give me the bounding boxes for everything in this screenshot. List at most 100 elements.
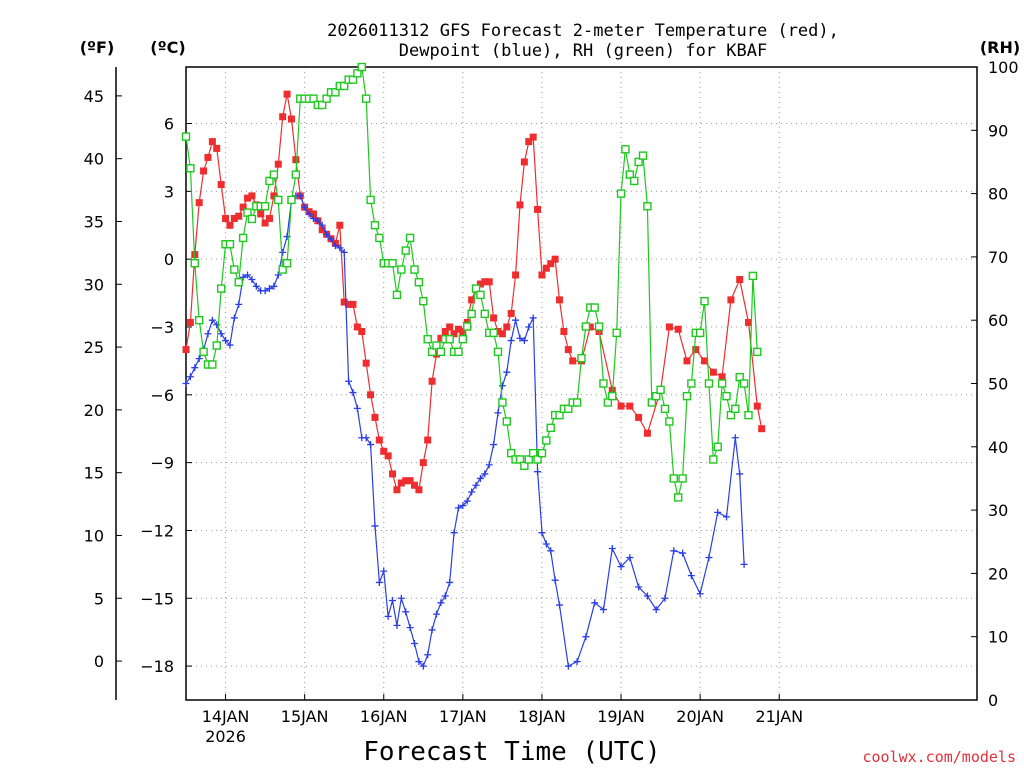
temperature-point <box>569 357 577 365</box>
rh-tick-label: 70 <box>988 248 1008 267</box>
rh-point <box>247 214 257 224</box>
rh-point <box>401 246 410 255</box>
rh-point <box>660 404 670 414</box>
temperature-point <box>459 328 467 336</box>
rh-point <box>357 62 366 72</box>
rh-point <box>388 259 397 268</box>
temperature-point <box>547 260 555 268</box>
dewpoint-point <box>538 529 546 537</box>
temperature-point <box>380 447 388 455</box>
dewpoint-point <box>547 547 555 555</box>
dewpoint-point <box>542 540 550 548</box>
rh-point <box>722 391 731 401</box>
dewpoint-point <box>503 368 511 376</box>
temperature-point <box>503 323 511 331</box>
temperature-point <box>309 210 317 218</box>
rh-unit-label: (RH) <box>980 38 1020 57</box>
fahrenheit-tick-label: 20 <box>84 401 104 420</box>
dewpoint-point <box>446 578 454 586</box>
dewpoint-point <box>441 592 449 600</box>
rh-point <box>445 334 454 344</box>
rh-point <box>704 379 714 388</box>
rh-point <box>208 360 217 369</box>
grid-lines <box>186 67 977 700</box>
time-tick-label: 18JAN <box>518 707 566 726</box>
rh-point <box>555 410 564 420</box>
rh-point <box>498 398 507 407</box>
temperature-point <box>195 199 203 207</box>
dewpoint-point <box>182 380 190 387</box>
rh-point <box>700 297 709 306</box>
rh-point <box>528 448 538 458</box>
temperature-point <box>265 214 273 222</box>
dewpoint-point <box>367 441 375 449</box>
dewpoint-point <box>731 434 739 442</box>
dewpoint-point <box>393 621 401 629</box>
temperature-point <box>432 350 440 358</box>
temperature-point <box>683 357 691 365</box>
rh-point <box>234 278 243 287</box>
temperature-point <box>257 210 265 218</box>
rh-point <box>322 94 331 103</box>
dewpoint-point <box>323 230 331 238</box>
dewpoint-point <box>301 203 309 211</box>
rh-point <box>564 404 573 414</box>
dewpoint-point <box>481 470 489 478</box>
rh-point <box>230 265 239 274</box>
temperature-point <box>375 436 383 444</box>
dewpoint-point <box>490 441 498 449</box>
dewpoint-point <box>498 382 506 390</box>
temperature-point <box>692 346 700 354</box>
temperature-point <box>560 328 568 336</box>
temperature-point <box>542 264 550 272</box>
dewpoint-point <box>485 461 493 469</box>
rh-point <box>647 398 657 407</box>
rh-point <box>537 448 547 458</box>
rh-point <box>682 391 692 401</box>
dewpoint-point <box>714 508 722 516</box>
dewpoint-point <box>687 572 695 580</box>
temperature-point <box>362 359 370 367</box>
temperature-point <box>336 221 344 229</box>
temperature-point <box>617 402 625 410</box>
rh-point <box>397 265 406 274</box>
rh-point <box>375 233 384 243</box>
dewpoint-point <box>244 271 252 279</box>
rh-point <box>243 208 252 217</box>
rh-point <box>502 417 511 426</box>
rh-point <box>274 195 283 205</box>
rh-point <box>673 493 683 502</box>
dewpoint-point <box>617 563 625 571</box>
fahrenheit-tick-label: 35 <box>84 212 104 231</box>
celsius-tick-label: 3 <box>164 182 174 201</box>
temperature-point <box>490 314 498 322</box>
rh-point <box>318 100 327 110</box>
credit-text: coolwx.com/models <box>862 748 1016 766</box>
dewpoint-point <box>476 474 484 482</box>
rh-point <box>471 284 481 293</box>
celsius-tick-label: −12 <box>140 521 174 540</box>
fahrenheit-tick-label: 45 <box>84 87 104 106</box>
temperature-point <box>230 214 238 222</box>
celsius-tick-label: −18 <box>140 657 174 676</box>
rh-point <box>542 436 551 445</box>
dewpoint-point <box>507 337 515 345</box>
celsius-tick-label: −6 <box>150 386 174 405</box>
dewpoint-point <box>208 316 216 324</box>
rh-point <box>454 347 463 357</box>
temperature-point <box>318 226 326 234</box>
rh-point <box>709 455 718 464</box>
temperature-point <box>415 486 423 494</box>
temperature-point <box>419 459 427 467</box>
dewpoint-point <box>349 389 357 397</box>
rh-point <box>669 474 678 483</box>
rh-point <box>489 328 498 338</box>
rh-point <box>282 259 292 268</box>
temperature-point <box>476 280 484 288</box>
rh-tick-label: 40 <box>988 438 1008 457</box>
temperature-point <box>441 328 449 336</box>
celsius-tick-label: 0 <box>164 250 174 269</box>
rh-point <box>467 309 476 319</box>
rh-point <box>731 404 740 414</box>
temperature-point <box>208 138 216 146</box>
